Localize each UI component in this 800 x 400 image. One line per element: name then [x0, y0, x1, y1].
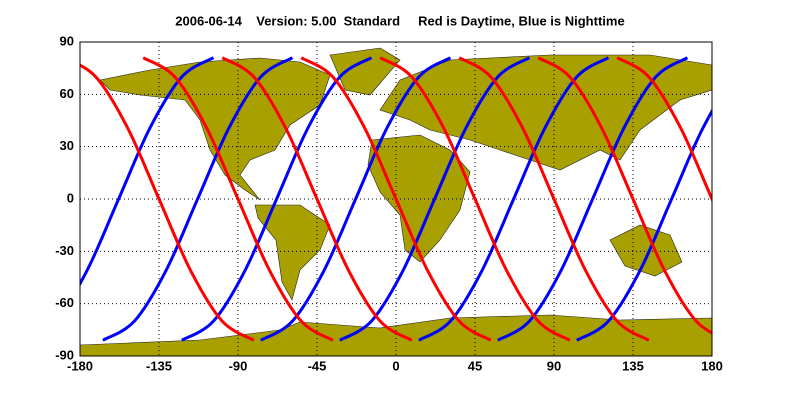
plot-frame	[79, 41, 713, 357]
africa	[367, 134, 471, 263]
y-tick-label: -60	[55, 295, 74, 310]
x-tick-label: -180	[67, 358, 93, 373]
x-tick-label: 90	[547, 358, 561, 373]
y-tick-label: 60	[60, 86, 74, 101]
ground-track	[458, 56, 650, 342]
ground-track	[616, 56, 712, 203]
x-tick-label: -45	[308, 358, 327, 373]
x-tick-label: 135	[622, 358, 644, 373]
x-tick-label: 180	[701, 358, 723, 373]
ground-track	[102, 56, 294, 342]
ground-track	[379, 56, 571, 342]
x-tick-label: -90	[229, 358, 248, 373]
label-layer: -180 -135 -90 -45 0 45 90 135 180 -90 -60 -30 0 30 60 9…	[55, 33, 723, 373]
ground-track	[418, 56, 610, 342]
track-layer	[80, 56, 712, 342]
y-tick-label: -90	[55, 347, 74, 362]
x-tick-label: 45	[468, 358, 482, 373]
ground-track	[80, 63, 255, 342]
ground-track	[576, 107, 712, 342]
x-tick-label: 0	[392, 358, 399, 373]
ground-track	[80, 56, 215, 287]
ground-track	[497, 56, 689, 342]
ground-track	[339, 56, 531, 342]
ground-track	[221, 56, 413, 342]
y-tick-label: 30	[60, 138, 74, 153]
chart-title: 2006-06-14 Version: 5.00 Standard Red is…	[175, 13, 624, 28]
ground-track	[300, 56, 492, 342]
y-tick-label: 0	[67, 190, 74, 205]
land-layer	[80, 47, 712, 356]
ground-track	[537, 56, 712, 335]
ground-track	[181, 56, 373, 342]
y-tick-label: -30	[55, 243, 74, 258]
y-tick-label: 90	[60, 33, 74, 48]
australia	[609, 224, 683, 277]
ground-track	[260, 56, 452, 342]
north-america	[99, 57, 331, 201]
eurasia	[379, 54, 712, 171]
ground-track	[142, 56, 334, 342]
south-america	[254, 204, 331, 301]
antarctica	[80, 314, 712, 356]
x-tick-label: -135	[146, 358, 172, 373]
